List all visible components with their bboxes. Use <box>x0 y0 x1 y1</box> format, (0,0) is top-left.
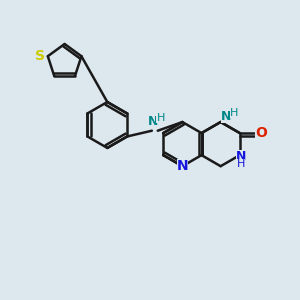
Text: H: H <box>230 108 238 118</box>
Text: H: H <box>157 113 165 123</box>
Text: N: N <box>221 110 231 123</box>
Text: S: S <box>35 49 45 63</box>
Text: H: H <box>237 159 245 169</box>
Text: O: O <box>255 126 267 140</box>
Text: N: N <box>236 150 246 163</box>
Text: N: N <box>177 159 188 173</box>
Text: N: N <box>148 116 158 128</box>
